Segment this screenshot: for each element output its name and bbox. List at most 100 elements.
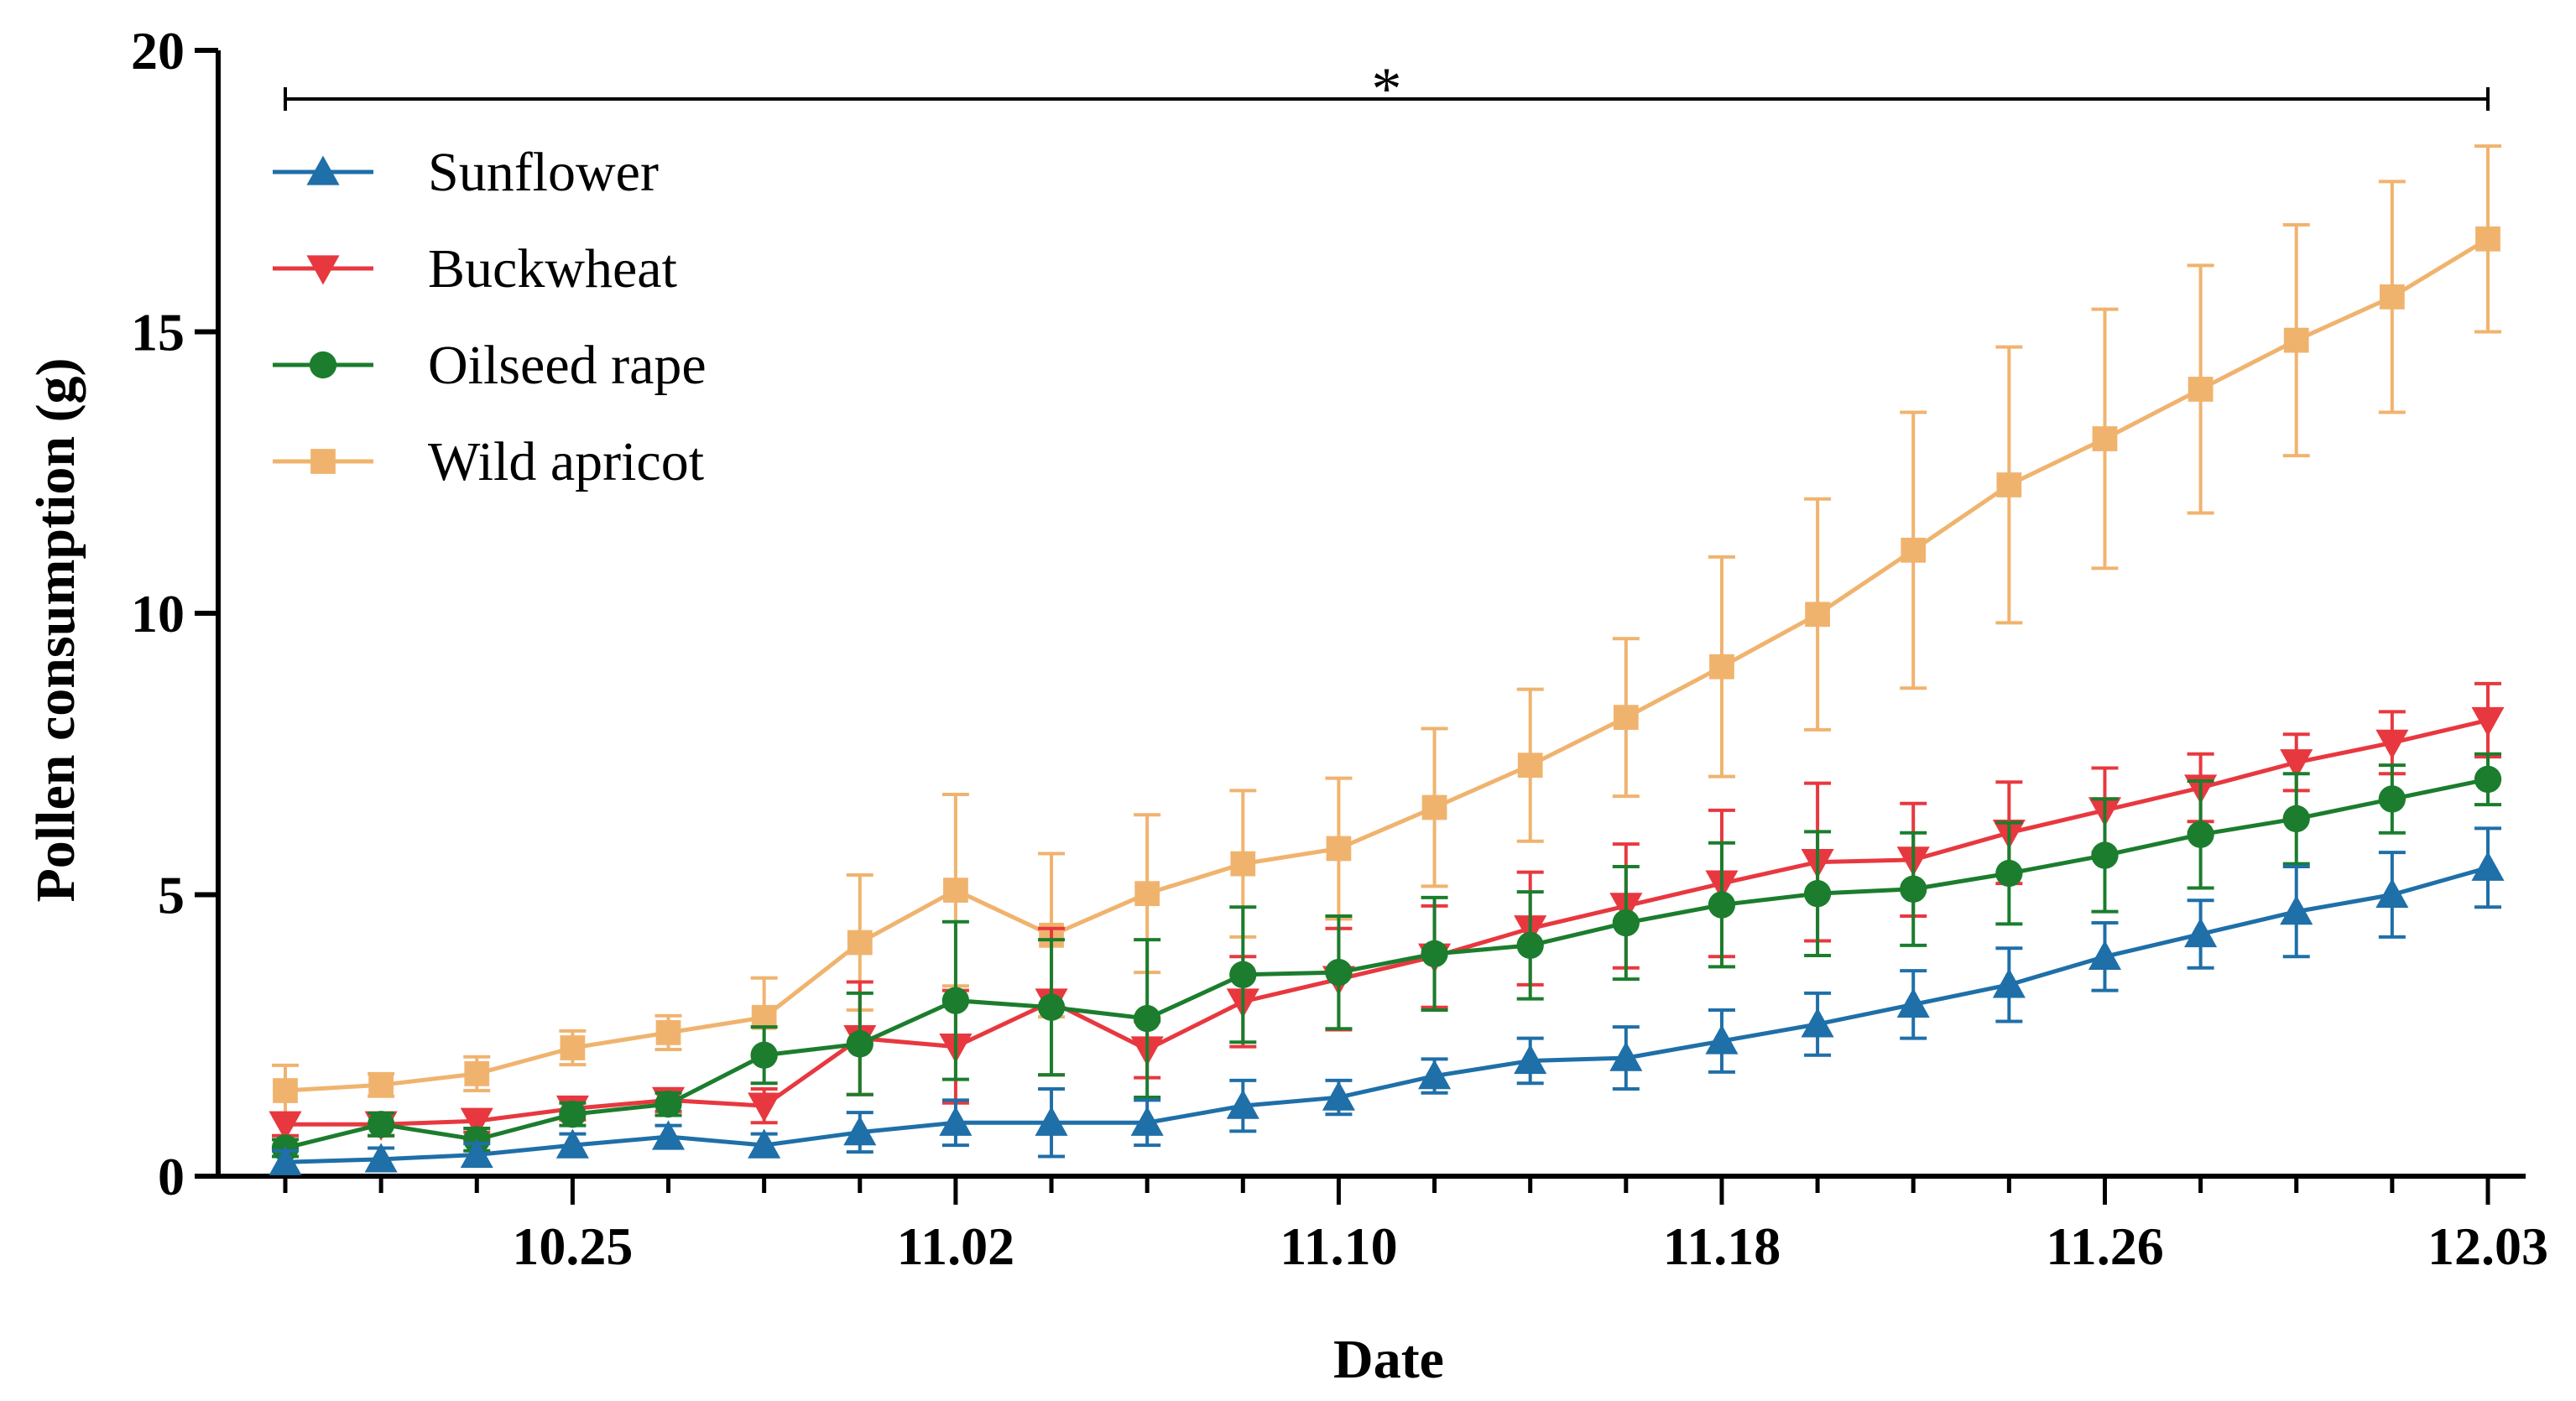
- data-point: [460, 1138, 493, 1169]
- data-point: [559, 1101, 587, 1128]
- y-tick-label: 5: [158, 866, 185, 925]
- data-point: [1517, 753, 1543, 779]
- data-point: [2280, 895, 2313, 925]
- data-point: [2283, 327, 2309, 353]
- data-point: [1325, 958, 1353, 987]
- data-point: [1995, 859, 2023, 888]
- data-point: [1709, 654, 1734, 680]
- series-oilseed-rape: [271, 752, 2502, 1162]
- x-tick-label: 10.25: [512, 1216, 633, 1276]
- series-line: [285, 718, 2489, 1127]
- data-point: [1514, 1044, 1547, 1075]
- data-point: [2375, 729, 2409, 759]
- data-point: [2088, 940, 2122, 970]
- y-tick-label: 20: [131, 21, 185, 81]
- data-point: [1035, 1106, 1068, 1136]
- data-point: [2378, 785, 2407, 813]
- data-point: [1226, 1089, 1259, 1119]
- data-point: [2091, 841, 2119, 869]
- data-point: [1229, 961, 1257, 988]
- data-point: [2282, 805, 2310, 833]
- legend-marker: [306, 155, 340, 185]
- data-point: [269, 1111, 302, 1141]
- data-point: [654, 1090, 682, 1118]
- data-point: [2474, 765, 2502, 794]
- data-point: [651, 1120, 686, 1150]
- data-point: [939, 1106, 973, 1136]
- data-point: [843, 1116, 877, 1146]
- x-tick-label: 11.18: [1663, 1216, 1781, 1276]
- data-point: [1134, 1004, 1161, 1033]
- data-point: [1613, 705, 1639, 731]
- data-point: [1612, 909, 1640, 937]
- data-point: [1803, 880, 1832, 908]
- series-sunflower: [269, 826, 2505, 1175]
- data-point: [1805, 602, 1830, 628]
- data-point: [1418, 1060, 1452, 1090]
- data-point: [1901, 537, 1927, 563]
- series-line: [284, 237, 2490, 1093]
- data-point: [2375, 878, 2409, 909]
- series-layer: [269, 144, 2505, 1175]
- data-point: [847, 930, 873, 956]
- data-point: [1421, 940, 1448, 968]
- data-point: [1037, 993, 1066, 1021]
- data-point: [1421, 794, 1447, 820]
- data-point: [460, 1107, 493, 1138]
- legend-label: Sunflower: [428, 142, 659, 203]
- data-point: [1992, 968, 2026, 998]
- data-point: [368, 1072, 394, 1098]
- legend-item-buckwheat: Buckwheat: [273, 238, 677, 299]
- data-point: [269, 1145, 302, 1175]
- data-point: [2188, 377, 2214, 402]
- data-point: [2280, 749, 2313, 779]
- data-point: [1516, 931, 1544, 960]
- data-point: [364, 1143, 398, 1173]
- significance-bracket: *: [284, 55, 2490, 122]
- data-point: [846, 1030, 873, 1058]
- legend-item-wild-apricot: Wild apricot: [273, 431, 704, 492]
- data-point: [1900, 875, 1927, 903]
- data-point: [1609, 1041, 1643, 1071]
- legend: Sunflower Buckwheat Oilseed rape Wild apric…: [273, 142, 707, 492]
- series-line: [284, 777, 2489, 1150]
- legend-label: Wild apricot: [428, 431, 704, 492]
- data-point: [273, 1078, 298, 1103]
- legend-item-sunflower: Sunflower: [273, 142, 659, 203]
- series-buckwheat: [269, 681, 2505, 1141]
- data-point: [943, 878, 968, 904]
- data-point: [941, 987, 970, 1014]
- data-point: [1801, 1008, 1834, 1038]
- data-point: [2187, 820, 2214, 848]
- data-point: [1326, 836, 1352, 862]
- legend-item-oilseed-rape: Oilseed rape: [273, 335, 707, 396]
- data-point: [2475, 226, 2500, 252]
- series-line: [284, 865, 2489, 1164]
- data-point: [2471, 706, 2505, 737]
- data-point: [1896, 987, 1930, 1018]
- x-tick-label: 11.02: [897, 1216, 1014, 1276]
- y-tick-label: 10: [131, 584, 185, 643]
- legend-marker: [306, 255, 340, 285]
- data-point: [1996, 472, 2022, 497]
- y-tick-label: 0: [158, 1147, 185, 1206]
- significance-asterisk: *: [1372, 55, 1402, 122]
- x-axis-title: Date: [1333, 1329, 1444, 1390]
- y-tick-label: 15: [131, 303, 185, 362]
- data-point: [555, 1128, 589, 1159]
- data-point: [2184, 917, 2218, 948]
- data-point: [1708, 891, 1736, 919]
- data-point: [750, 1041, 778, 1069]
- data-point: [367, 1111, 395, 1138]
- data-point: [464, 1061, 490, 1086]
- series-wild-apricot: [272, 144, 2501, 1118]
- x-tick-label: 11.26: [2046, 1216, 2163, 1276]
- legend-marker: [310, 449, 336, 474]
- x-tick-label: 12.03: [2427, 1216, 2548, 1276]
- data-point: [1705, 1024, 1739, 1055]
- x-axis: 10.25 11.02 11.10 11.18 11.26 12.03: [218, 1174, 2548, 1276]
- data-point: [1230, 851, 1256, 877]
- data-point: [748, 1128, 781, 1159]
- data-point: [1134, 881, 1160, 907]
- data-point: [1322, 1081, 1355, 1111]
